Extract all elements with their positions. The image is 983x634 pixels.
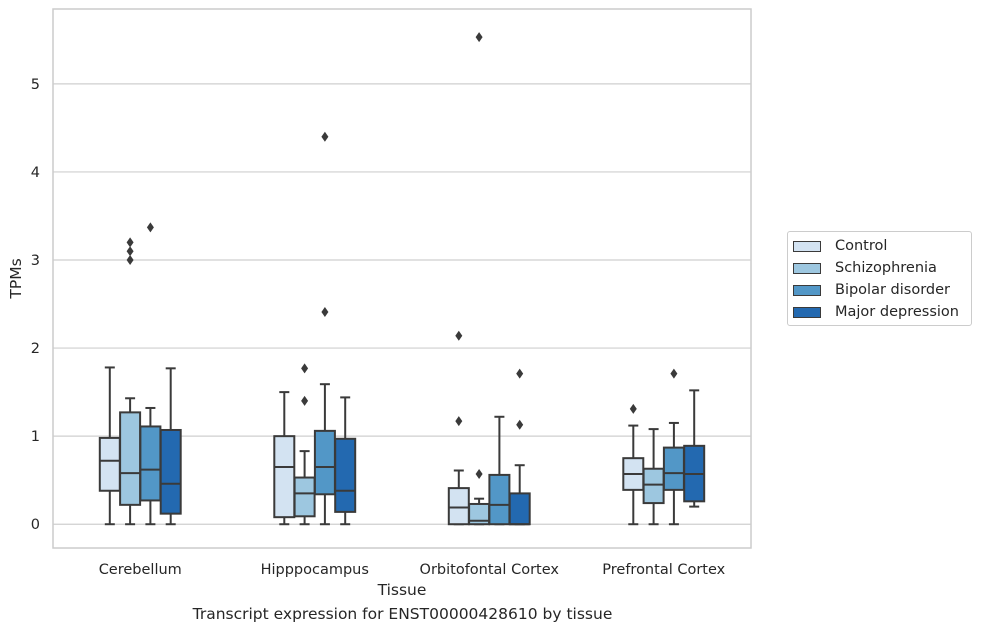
x-tick-label: Orbitofontal Cortex (420, 562, 560, 578)
legend-label-major-depression: Major depression (835, 304, 959, 320)
chart-legend: Control Schizophrenia Bipolar disorder M… (787, 231, 972, 326)
outlier-point (629, 403, 637, 414)
x-tick-label: Cerebellum (99, 562, 182, 578)
box-iqr (273, 435, 296, 519)
legend-item-bipolar-disorder: Bipolar disorder (793, 281, 950, 299)
x-tick-label: Prefrontal Cortex (602, 562, 725, 578)
outlier-point (670, 368, 678, 379)
outlier-point (321, 306, 329, 317)
y-tick-label: 1 (31, 429, 40, 445)
chart-caption: Transcript expression for ENST0000042861… (192, 605, 613, 623)
box-3-3 (683, 389, 706, 508)
legend-item-control: Control (793, 237, 887, 255)
x-axis-label: Tissue (377, 581, 427, 599)
box-0-0 (98, 366, 121, 526)
box-iqr (488, 473, 511, 526)
outlier-point (455, 330, 463, 341)
outlier-point (516, 419, 524, 430)
box-iqr (98, 436, 121, 492)
box-1-3 (642, 428, 665, 526)
outlier-point (516, 368, 524, 379)
outlier-point (475, 32, 483, 43)
outlier-point (301, 395, 309, 406)
box-0-1 (273, 391, 296, 526)
legend-label-schizophrenia: Schizophrenia (835, 260, 937, 276)
outlier-point (475, 469, 483, 480)
outlier-point (301, 363, 309, 374)
outlier-point (126, 255, 134, 266)
plot-frame (52, 8, 752, 549)
box-iqr (293, 476, 316, 518)
y-tick-label: 0 (31, 517, 40, 533)
legend-swatch-bipolar-disorder (793, 284, 821, 296)
box-iqr (119, 411, 142, 506)
legend-item-schizophrenia: Schizophrenia (793, 259, 937, 277)
y-tick-label: 5 (31, 77, 40, 93)
legend-label-control: Control (835, 238, 888, 254)
outlier-point (126, 237, 134, 248)
box-iqr (313, 429, 336, 496)
y-tick-label: 2 (31, 341, 40, 357)
box-3-0 (159, 367, 182, 526)
box-iqr (159, 428, 182, 515)
outlier-point (455, 416, 463, 427)
x-tick-label: Hipppocampus (261, 562, 369, 578)
legend-swatch-control (793, 240, 821, 252)
legend-swatch-schizophrenia (793, 262, 821, 274)
box-iqr (447, 487, 470, 526)
legend-swatch-major-depression (793, 306, 821, 318)
outlier-point (321, 131, 329, 142)
box-iqr (139, 425, 162, 502)
box-1-1 (293, 363, 316, 526)
box-iqr (642, 467, 665, 505)
y-axis-label: TPMs (7, 258, 25, 299)
legend-label-bipolar-disorder: Bipolar disorder (835, 282, 950, 298)
box-2-0 (139, 222, 162, 526)
outlier-point (146, 222, 154, 233)
box-1-2 (468, 32, 491, 526)
box-iqr (508, 492, 531, 526)
box-3-1 (334, 396, 357, 526)
outlier-point (126, 246, 134, 257)
box-2-2 (488, 415, 511, 526)
box-2-1 (313, 131, 336, 526)
box-0-2 (447, 330, 470, 526)
box-3-2 (508, 368, 531, 526)
legend-item-major-depression: Major depression (793, 303, 959, 321)
box-iqr (662, 446, 685, 491)
y-tick-label: 4 (31, 165, 40, 181)
y-tick-label: 3 (31, 253, 40, 269)
box-iqr (334, 437, 357, 513)
